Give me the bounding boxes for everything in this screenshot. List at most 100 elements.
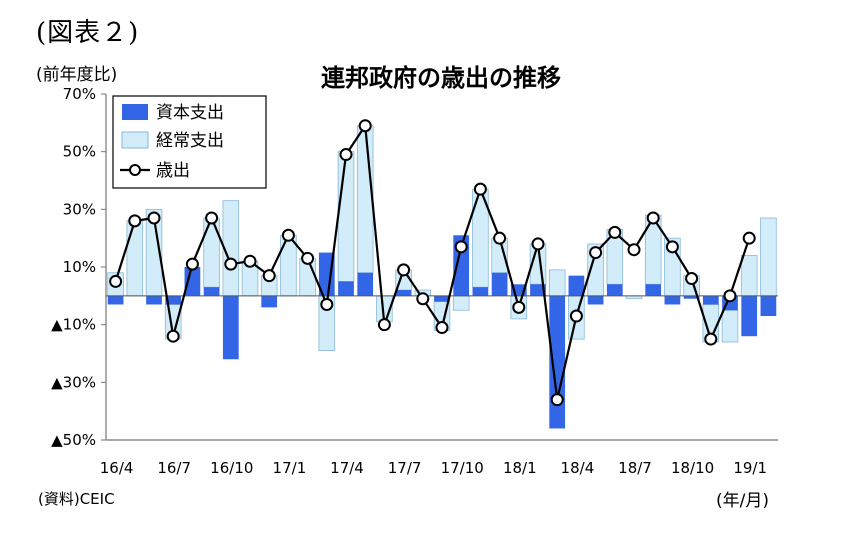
total-expenditure-point	[435, 321, 449, 335]
y-tick-label: ▲50%	[51, 431, 96, 449]
capital-expenditure-bar	[510, 284, 527, 296]
current-expenditure-bar	[356, 125, 374, 274]
current-expenditure-bar	[760, 217, 777, 297]
legend-label-total: 歳出	[156, 161, 190, 181]
current-expenditure-bar	[126, 220, 144, 297]
capital-expenditure-bar	[606, 284, 623, 296]
legend-swatch-current	[121, 131, 149, 149]
x-tick-label: 18/7	[618, 459, 652, 477]
x-tick-label: 17/10	[441, 459, 484, 477]
capital-expenditure-bar	[222, 295, 239, 360]
total-expenditure-point	[531, 237, 545, 251]
source-note: (資料)CEIC	[38, 490, 115, 508]
total-expenditure-point	[454, 240, 468, 254]
current-expenditure-bar	[452, 295, 470, 311]
current-expenditure-bars	[107, 125, 777, 352]
total-expenditure-point	[627, 243, 641, 257]
total-expenditure-point	[742, 231, 756, 245]
x-tick-label: 18/10	[671, 459, 714, 477]
total-expenditure-point	[377, 318, 391, 332]
current-expenditure-bar	[337, 151, 355, 282]
capital-expenditure-bar	[683, 295, 700, 299]
capital-expenditure-bar	[395, 290, 412, 296]
total-expenditure-point	[723, 289, 737, 303]
capital-expenditure-bar	[760, 295, 777, 317]
total-expenditure-point	[109, 274, 123, 288]
total-expenditure-point	[416, 292, 430, 306]
total-expenditure-point	[262, 269, 276, 283]
chart-title: 連邦政府の歳出の推移	[321, 64, 561, 92]
y-tick-label: 30%	[63, 200, 96, 218]
total-expenditure-point	[473, 182, 487, 196]
total-expenditure-point	[224, 257, 238, 271]
y-tick-label: 10%	[63, 258, 96, 276]
current-expenditure-bar	[740, 255, 758, 297]
y-tick-label: ▲30%	[51, 373, 96, 391]
capital-expenditure-bar	[203, 287, 220, 296]
total-expenditure-point	[205, 211, 219, 225]
total-expenditure-point	[147, 211, 161, 225]
total-expenditure-point	[358, 119, 372, 133]
total-expenditure-point	[685, 272, 699, 286]
total-expenditure-point	[320, 297, 334, 311]
total-expenditure-point	[704, 332, 718, 346]
total-expenditure-point	[569, 309, 583, 323]
total-expenditure-point	[397, 263, 411, 277]
capital-expenditure-bar	[146, 295, 162, 305]
capital-expenditure-bar	[645, 284, 662, 296]
total-expenditure-point	[243, 254, 257, 268]
capital-expenditure-bar	[664, 295, 681, 305]
total-expenditure-line	[109, 119, 756, 407]
capital-expenditure-bar	[587, 295, 604, 305]
legend-label-capital: 資本支出	[156, 103, 224, 123]
total-expenditure-point	[665, 240, 679, 254]
y-tick-label: ▲10%	[51, 316, 96, 334]
x-tick-label: 16/10	[210, 459, 253, 477]
x-tick-label: 16/7	[157, 459, 191, 477]
capital-expenditure-bar	[318, 252, 335, 296]
y-tick-labels: 70% 50% 30% 10% ▲10% ▲30% ▲50%	[51, 85, 96, 449]
total-expenditure-point	[608, 225, 622, 239]
total-expenditure-point	[589, 246, 603, 260]
legend: 資本支出 経常支出 歳出	[112, 95, 267, 189]
x-tick-label: 19/1	[733, 459, 767, 477]
capital-expenditure-bar	[261, 295, 278, 308]
axes	[101, 93, 778, 441]
x-tick-label: 16/4	[100, 459, 134, 477]
current-expenditure-bar	[548, 269, 566, 297]
capital-expenditure-bar	[107, 295, 124, 305]
total-expenditure-point	[646, 211, 660, 225]
total-expenditure-point	[185, 257, 199, 271]
y-unit-label: (前年度比)	[36, 65, 118, 85]
x-tick-label: 17/7	[388, 459, 422, 477]
y-tick-label: 70%	[63, 85, 96, 103]
legend-label-current: 経常支出	[156, 131, 224, 151]
capital-expenditure-bar	[491, 272, 508, 296]
total-expenditure-point	[128, 214, 142, 228]
total-expenditure-point	[512, 300, 526, 314]
x-tick-label: 17/4	[330, 459, 364, 477]
capital-expenditure-bar	[472, 287, 489, 296]
figure-label: (図表２)	[36, 18, 140, 48]
capital-expenditure-bar	[702, 295, 719, 305]
capital-expenditure-bar	[568, 275, 585, 296]
x-unit-label: (年/月)	[716, 491, 769, 511]
current-expenditure-bar	[203, 217, 220, 288]
x-tick-label: 18/4	[561, 459, 595, 477]
capital-expenditure-bar	[165, 295, 182, 305]
capital-expenditure-bar	[338, 281, 354, 296]
total-expenditure-point	[301, 251, 315, 265]
total-expenditure-point	[339, 148, 353, 162]
current-expenditure-bar	[721, 309, 739, 343]
capital-expenditure-bar	[184, 267, 201, 296]
total-expenditure-polyline	[114, 124, 751, 401]
x-tick-label: 18/1	[503, 459, 537, 477]
total-expenditure-point	[166, 329, 180, 343]
total-expenditure-point	[550, 393, 564, 407]
legend-swatch-capital	[122, 104, 148, 120]
x-tick-label: 17/1	[273, 459, 307, 477]
total-expenditure-point	[493, 231, 507, 245]
x-tick-labels: 16/4 16/7 16/10 17/1 17/4 17/7 17/10 18/1 18/4 18…	[100, 459, 767, 477]
legend-marker-total	[129, 164, 141, 176]
